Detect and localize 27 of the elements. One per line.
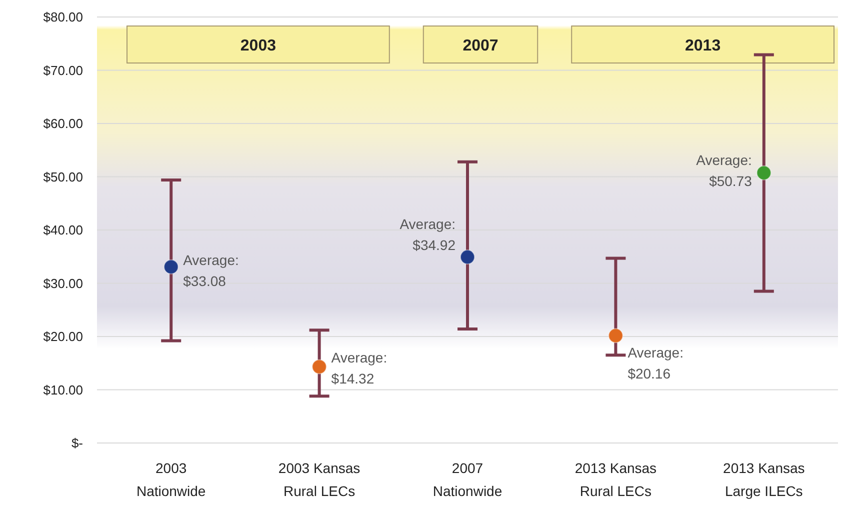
point [312, 359, 327, 374]
y-tick-label: $70.00 [43, 62, 83, 78]
annotation: 2013 [685, 38, 721, 55]
annotation: 2003 [240, 38, 276, 55]
point [460, 250, 475, 265]
x-tick-label: 2003 Nationwide [136, 460, 206, 499]
x-tick-label: 2013 Kansas Large ILECs [723, 460, 805, 499]
point [608, 328, 624, 344]
y-tick-label: $20.00 [43, 329, 83, 344]
y-tick-label: $10.00 [43, 382, 83, 398]
x-tick-label: 2013 Kansas Rural LECs [574, 460, 657, 499]
y-tick-label: $60.00 [43, 116, 83, 132]
data-label: Average: $20.16 [628, 344, 684, 382]
annotation: 2007 [462, 38, 498, 55]
y-tick-label: $- [71, 436, 83, 451]
point [164, 259, 179, 274]
x-tick-label: 2003 Kansas Rural LECs [278, 460, 360, 499]
data-label: Average: $50.73 [696, 152, 752, 189]
x-tick-label: 2007 Nationwide [432, 460, 502, 499]
y-tick-label: $40.00 [43, 222, 83, 238]
y-tick-label: $50.00 [43, 169, 83, 184]
y-tick-label: $30.00 [43, 276, 83, 291]
point [756, 165, 772, 180]
data-label: Average: $14.32 [331, 350, 388, 387]
y-tick-label: $80.00 [43, 10, 83, 25]
data-label: Average: $34.92 [400, 216, 456, 254]
data-label: Average: $33.08 [183, 252, 239, 289]
